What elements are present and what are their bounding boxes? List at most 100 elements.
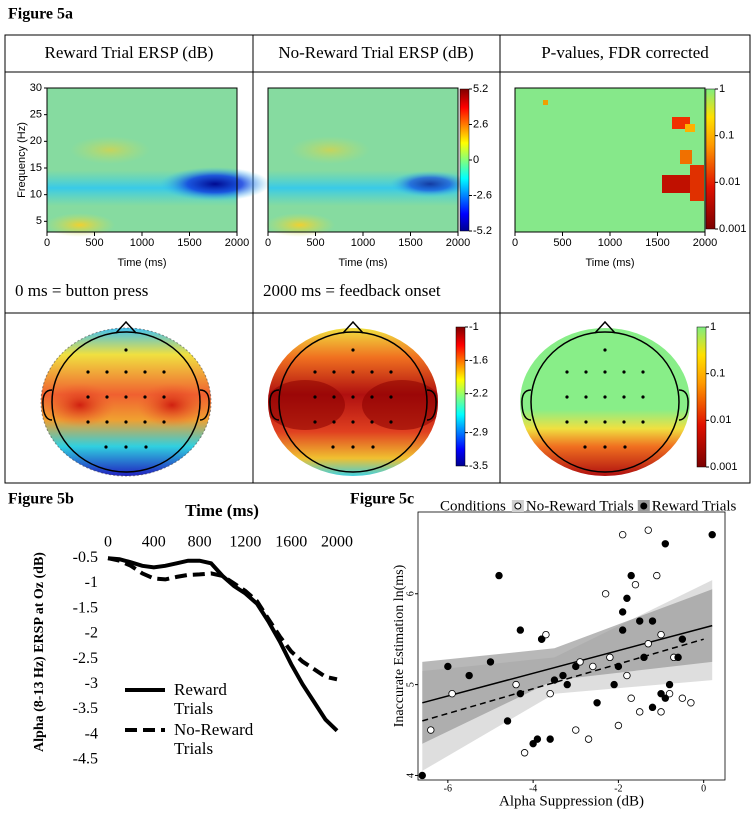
data-point: [542, 630, 550, 639]
data-point: [503, 717, 512, 725]
electrode: [313, 370, 317, 374]
x-axis-title: Alpha Suppression (dB): [499, 793, 644, 809]
data-point: [444, 662, 452, 671]
electrode: [622, 420, 626, 424]
x-tick-label: 0: [265, 237, 271, 249]
data-point: [687, 699, 695, 707]
electrode: [603, 445, 607, 449]
colorbar-tick-label: -3.5: [469, 460, 488, 472]
electrode: [584, 370, 588, 374]
legend-label: No-Reward Trials: [526, 498, 634, 514]
data-point: [640, 653, 648, 662]
electrode: [389, 370, 393, 374]
electrode: [105, 420, 109, 424]
electrode: [584, 420, 588, 424]
colorbar-tick-label: 5.2: [473, 83, 488, 95]
x-tick-label: 0: [44, 237, 50, 249]
electrode: [623, 445, 627, 449]
x-tick-label: 1500: [398, 237, 422, 249]
y-tick-label: 15: [30, 162, 42, 174]
data-point: [614, 721, 623, 730]
data-point: [665, 689, 674, 698]
x-tick-label: 1000: [351, 237, 375, 249]
electrode: [313, 420, 317, 424]
data-point: [618, 608, 627, 616]
x-tick-label: 500: [553, 237, 571, 249]
electrode: [351, 420, 355, 424]
electrode: [124, 445, 128, 449]
x-tick-label: 0: [512, 237, 518, 249]
data-point: [623, 594, 631, 603]
data-point: [516, 689, 525, 698]
figure-label: Figure 5b: [8, 491, 74, 508]
electrode: [124, 420, 128, 424]
electrode: [641, 420, 645, 424]
data-point: [584, 735, 593, 743]
p-value-image: [514, 87, 706, 233]
x-tick-label: 0: [701, 783, 706, 794]
electrode: [143, 395, 147, 399]
data-point: [627, 571, 635, 580]
data-point: [537, 635, 546, 643]
electrode: [86, 395, 90, 399]
colorbar: [696, 326, 707, 468]
y-tick-label: -0.5: [73, 549, 98, 566]
topoplot: [520, 320, 690, 476]
electrode: [86, 420, 90, 424]
x-axis-title: Time (ms): [185, 501, 259, 520]
data-point: [576, 658, 584, 666]
electrode: [124, 395, 128, 399]
x-tick-label: 2000: [225, 237, 249, 249]
colorbar-tick-label: 0.001: [719, 223, 747, 235]
electrode: [389, 420, 393, 424]
electrode: [370, 420, 374, 424]
data-point: [601, 590, 610, 598]
data-point: [636, 708, 644, 716]
line-chart: Time (ms) 0 400 800 1200 1600 2000 -0.5 -1 -1.5 -2…: [32, 501, 353, 768]
y-axis-label: Frequency (Hz): [16, 122, 28, 198]
electrode: [565, 370, 569, 374]
data-point: [520, 749, 529, 757]
data-point: [495, 571, 503, 580]
data-point: [512, 680, 520, 689]
data-point: [657, 708, 665, 716]
x-tick-label: 500: [306, 237, 324, 249]
electrode: [622, 395, 626, 399]
electrode: [603, 370, 607, 374]
legend-label: No-Reward Trials: [174, 720, 254, 758]
legend-marker: [640, 502, 648, 510]
electrode: [105, 370, 109, 374]
data-point: [572, 726, 580, 734]
y-tick-label: -1: [85, 574, 98, 591]
y-tick-label: -3: [85, 675, 98, 692]
x-tick-label: 400: [142, 534, 166, 551]
data-point: [593, 699, 601, 707]
electrode: [641, 370, 645, 374]
data-point: [644, 526, 652, 534]
legend-title: Conditions: [440, 498, 506, 514]
electrode: [565, 395, 569, 399]
x-tick-label: 1000: [598, 237, 622, 249]
electrode: [351, 348, 355, 352]
data-point: [678, 635, 687, 643]
x-tick-label: -6: [444, 783, 452, 794]
data-point: [486, 658, 495, 666]
data-point: [644, 640, 652, 648]
electrode: [603, 395, 607, 399]
data-point: [653, 571, 661, 580]
y-tick-label: 4: [405, 773, 416, 778]
electrode: [389, 395, 393, 399]
data-point: [550, 676, 559, 684]
data-point: [610, 680, 618, 689]
y-tick-label: 5: [36, 215, 42, 227]
x-tick-label: 1500: [645, 237, 669, 249]
colorbar-tick-label: -1.6: [469, 354, 488, 366]
electrode: [351, 445, 355, 449]
y-tick-label: -2: [85, 625, 98, 642]
data-point: [657, 630, 665, 639]
topoplot: [40, 320, 212, 477]
electrode: [641, 395, 645, 399]
colorbar-tick-label: -2.2: [469, 388, 488, 400]
figure-label: Figure 5c: [350, 491, 414, 508]
